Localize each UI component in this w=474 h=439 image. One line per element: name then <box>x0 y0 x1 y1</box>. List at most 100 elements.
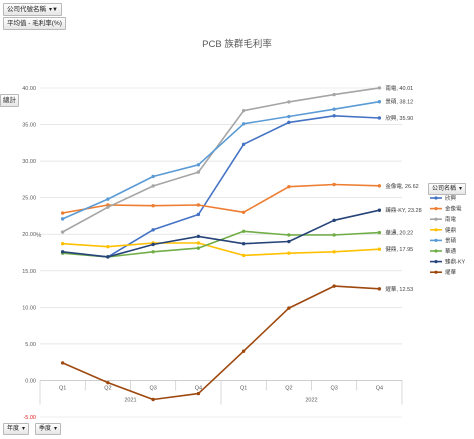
filter-dropdown-icon: ▾▼ <box>49 7 58 13</box>
legend-entry[interactable]: 金像電 <box>445 205 462 213</box>
data-point <box>377 208 382 212</box>
y-tick-label: 5.00 <box>25 342 36 348</box>
gridlines <box>40 87 402 418</box>
value-field-button[interactable]: 平均值 - 毛利率(%) <box>3 17 66 30</box>
data-point <box>377 230 382 235</box>
filter-field-button[interactable]: 公司代號名稱 ▾▼ <box>3 3 62 16</box>
legend-entry[interactable]: 健鼎 <box>445 226 456 234</box>
data-point <box>151 242 155 247</box>
legend-entry[interactable]: 南電 <box>445 215 457 223</box>
legend-field-button[interactable]: 公司名稱 ▾ <box>428 183 467 195</box>
axis-value-label: 總計 <box>3 97 16 104</box>
legend-dropdown-icon: ▾ <box>459 186 463 192</box>
data-point <box>196 391 201 396</box>
year-field-button[interactable]: 年度 ▾ <box>3 423 30 435</box>
series-line <box>62 242 380 257</box>
legend-marker <box>434 270 438 274</box>
data-point <box>241 229 246 233</box>
data-point <box>377 100 382 104</box>
data-point <box>287 100 291 104</box>
data-point <box>60 242 65 246</box>
data-point <box>287 185 291 189</box>
legend-entry[interactable]: 臻鼎-KY <box>445 258 466 266</box>
data-point <box>377 287 382 291</box>
y-tick-label: 15.00 <box>22 269 36 275</box>
legend-marker <box>434 260 438 264</box>
x-axis: Q1 Q2 Q3 Q4 Q1 Q2 Q3 Q4 2021 2022 <box>39 380 403 405</box>
data-point <box>332 250 336 254</box>
data-point <box>60 230 65 234</box>
series-layer <box>60 86 382 402</box>
legend-entry[interactable]: 景碩 <box>445 237 457 244</box>
data-point <box>106 380 110 385</box>
legend-marker <box>434 249 438 253</box>
x-tick-label: Q3 <box>330 385 337 391</box>
legend-entry[interactable]: 華通 <box>445 247 457 255</box>
data-point <box>287 251 291 255</box>
x-tick-label: Q2 <box>285 385 292 391</box>
filter-field-label: 公司代號名稱 <box>7 6 46 13</box>
data-point <box>332 284 336 288</box>
data-point <box>287 120 291 125</box>
data-point <box>332 114 336 118</box>
series-end-label: 欣興, 35.90 <box>385 114 413 122</box>
data-point <box>377 247 382 251</box>
data-point <box>332 92 336 97</box>
series-line <box>62 87 380 233</box>
legend-marker <box>434 228 438 232</box>
data-point <box>241 142 246 146</box>
data-point <box>106 205 110 209</box>
series-end-label: 燿華, 12.53 <box>385 285 413 293</box>
data-point <box>151 204 155 208</box>
y-tick-label: 40.00 <box>22 86 36 92</box>
data-point <box>287 233 291 237</box>
series-line <box>62 100 380 220</box>
x-group-label: 2021 <box>124 397 136 403</box>
y-tick-label: 20.00 <box>22 232 36 238</box>
data-point <box>106 244 110 249</box>
series-line <box>62 209 380 258</box>
data-point <box>241 349 246 353</box>
series-line <box>62 183 380 214</box>
data-point <box>151 397 155 402</box>
quarter-field-button[interactable]: 季度 ▾ <box>35 423 62 435</box>
end-labels: 欣興, 35.90 金像電, 26.62 南電, 40.01 健鼎, 17.95 景碩,… <box>385 84 421 293</box>
data-point <box>106 255 110 259</box>
data-point <box>332 233 336 237</box>
axis-value-button[interactable]: 總計 <box>0 94 19 107</box>
series-end-label: 健鼎, 17.95 <box>385 245 413 253</box>
series-end-label: 臻鼎-KY, 23.28 <box>385 206 421 214</box>
quarter-field-label: 季度 <box>39 426 52 432</box>
data-point <box>332 107 336 111</box>
data-point <box>196 170 201 174</box>
y-tick-label: 0.00 <box>25 378 36 384</box>
x-tick-label: Q2 <box>104 385 111 391</box>
y-axis-label: % <box>36 233 42 239</box>
series-end-label: 華通, 20.22 <box>385 229 413 237</box>
chart-title: PCB 族群毛利率 <box>202 38 272 50</box>
data-point <box>287 114 291 119</box>
data-point <box>60 361 65 365</box>
legend-marker <box>434 196 438 200</box>
data-point <box>241 253 246 258</box>
data-point <box>196 246 201 250</box>
data-point <box>151 250 155 254</box>
data-point <box>241 108 246 113</box>
legend-entry[interactable]: 欣興 <box>445 194 457 202</box>
data-point <box>377 116 382 120</box>
x-tick-label: Q1 <box>59 385 66 391</box>
y-tick-label: 35.00 <box>22 123 36 129</box>
legend-entry[interactable]: 燿華 <box>445 268 457 276</box>
y-axis-ticks: -5.00 0.00 5.00 10.00 15.00 20.00 25.00 30.00 35… <box>22 86 36 421</box>
data-point <box>241 210 246 214</box>
value-field-label: 平均值 - 毛利率(%) <box>7 20 62 27</box>
series-line <box>62 285 380 401</box>
y-tick-label: -5.00 <box>23 415 36 421</box>
data-point <box>241 242 246 246</box>
y-tick-label: 30.00 <box>22 159 36 165</box>
data-point <box>151 228 155 232</box>
data-point <box>106 197 110 201</box>
data-point <box>196 212 201 217</box>
